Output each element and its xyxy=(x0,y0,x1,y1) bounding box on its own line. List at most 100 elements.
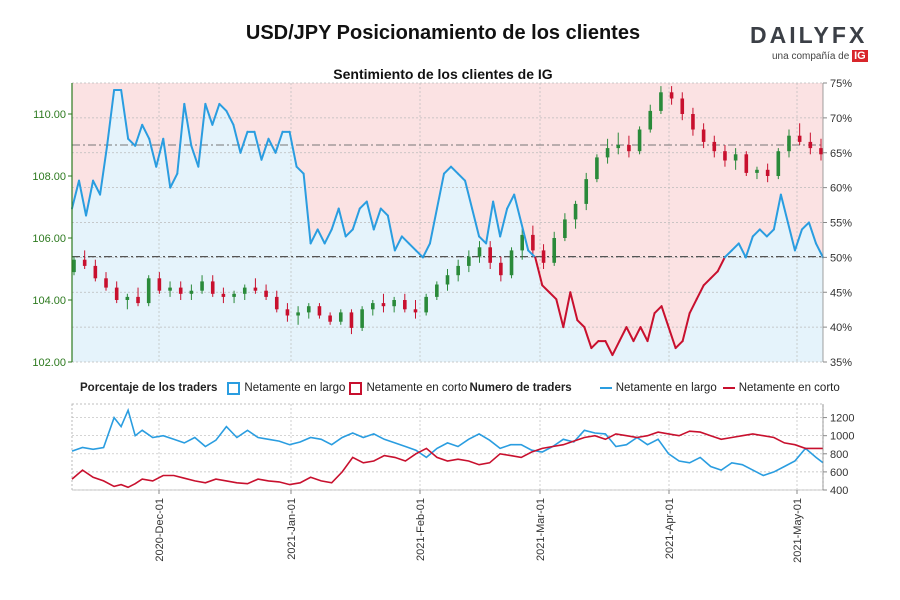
sentiment-segment xyxy=(660,305,670,329)
sentiment-segment xyxy=(302,172,312,245)
top-chart-grid xyxy=(72,82,823,363)
legend-pct-label: Porcentaje de los traders xyxy=(80,382,218,394)
sentiment-segment xyxy=(478,235,488,245)
sentiment-segment xyxy=(632,326,642,343)
candle-body xyxy=(563,219,567,238)
sentiment-segment xyxy=(674,340,684,350)
candle-body xyxy=(93,265,98,279)
sentiment-segment xyxy=(541,284,551,294)
sentiment-segment xyxy=(344,228,354,238)
sentiment-segment xyxy=(323,228,333,245)
sentiment-segment xyxy=(506,193,516,210)
sentiment-segment xyxy=(169,172,179,189)
sentiment-segment xyxy=(527,249,537,259)
candle-body xyxy=(296,312,300,316)
sentiment-segment xyxy=(492,200,502,238)
dailyfx-logo: DAILYFX una compañía de IG xyxy=(750,22,880,62)
sentiment-segment xyxy=(555,298,565,329)
bottom-tick-label: 600 xyxy=(830,467,848,479)
sentiment-segment xyxy=(400,235,410,245)
candle-body xyxy=(808,141,813,149)
bottom-chart-axes: 400 600 800 1000 1200 xyxy=(822,404,854,497)
sentiment-segment xyxy=(204,102,214,126)
sentiment-segment xyxy=(716,256,726,273)
right-tick-label: 65% xyxy=(830,148,852,160)
candle-body xyxy=(232,293,236,297)
sentiment-segment xyxy=(709,270,719,280)
sentiment-segment xyxy=(71,179,81,210)
legend-num-long: Netamente en largo xyxy=(615,382,717,394)
candle-body xyxy=(573,203,578,220)
sentiment-segment xyxy=(148,137,158,168)
candle-body xyxy=(819,148,823,155)
candle-body xyxy=(680,98,685,114)
logo-sub-text: una compañía de xyxy=(772,51,850,62)
candle-body xyxy=(648,110,653,130)
sentiment-segment xyxy=(695,284,705,301)
candle-body xyxy=(136,296,140,304)
long-area xyxy=(72,90,823,362)
left-tick-label: 104.00 xyxy=(32,295,66,307)
legend-pct-short: Netamente en corto xyxy=(366,382,468,394)
sentiment-segment xyxy=(681,312,691,343)
candle-body xyxy=(317,306,322,316)
candle-body xyxy=(499,262,503,276)
candle-body xyxy=(584,179,589,204)
sentiment-segment xyxy=(457,172,467,182)
candle-body xyxy=(349,312,354,328)
bottom-tick-label: 1000 xyxy=(830,431,854,443)
candle-body xyxy=(691,114,695,130)
sentiment-segment xyxy=(653,305,663,315)
sentiment-segment xyxy=(127,137,137,147)
x-tick-label: 2021-May-01 xyxy=(792,498,804,563)
candle-body xyxy=(424,296,428,313)
right-tick-label: 70% xyxy=(830,113,852,125)
sentiment-segment xyxy=(358,200,368,210)
sentiment-segment xyxy=(218,102,228,112)
bottom-tick-label: 1200 xyxy=(830,413,854,425)
sentiment-segment xyxy=(625,326,635,343)
legend-num-label: Numero de traders xyxy=(469,382,572,394)
candle-body xyxy=(552,238,557,263)
x-tick-label: 2021-Feb-01 xyxy=(415,498,427,561)
sentiment-segment xyxy=(688,298,698,315)
logo-subline: una compañía de IG xyxy=(750,50,880,62)
top-chart-sentiment-line xyxy=(71,88,824,357)
candle-body xyxy=(520,234,524,251)
right-tick-label: 45% xyxy=(830,287,852,299)
sentiment-segment xyxy=(604,340,614,357)
left-tick-label: 110.00 xyxy=(33,109,66,121)
sentiment-segment xyxy=(548,291,558,301)
candle-body xyxy=(392,300,396,307)
left-tick-label: 106.00 xyxy=(32,233,66,245)
candle-body xyxy=(744,154,749,173)
logo-wordmark: DAILYFX xyxy=(750,22,868,48)
sentiment-segment xyxy=(176,102,186,175)
candle-body xyxy=(360,309,364,328)
sentiment-segment xyxy=(120,88,130,140)
sentiment-segment xyxy=(190,144,200,168)
sentiment-segment xyxy=(99,144,109,196)
sentiment-segment xyxy=(78,179,88,217)
bottom-tick-label: 400 xyxy=(830,485,848,497)
candle-body xyxy=(82,259,87,266)
candle-body xyxy=(253,287,258,291)
candle-body xyxy=(755,169,759,173)
sentiment-segment xyxy=(106,88,116,147)
legend-num-short: Netamente en corto xyxy=(738,382,840,394)
sentiment-segment xyxy=(723,249,733,259)
candle-body xyxy=(445,275,450,285)
x-tick-label: 2020-Dec-01 xyxy=(154,498,166,562)
candle-body xyxy=(125,296,130,300)
sentiment-segment xyxy=(414,249,424,259)
legend-short-line-icon xyxy=(722,387,735,389)
sentiment-segment xyxy=(316,228,326,245)
candle-body xyxy=(178,287,183,294)
sentiment-segment xyxy=(772,193,782,231)
bottom-frame xyxy=(71,403,824,491)
legend: Porcentaje de los traders Netamente en l… xyxy=(80,380,840,396)
candle-body xyxy=(712,141,717,152)
sentiment-segment xyxy=(800,221,810,231)
left-tick-label: 108.00 xyxy=(32,171,66,183)
candle-body xyxy=(104,278,108,288)
